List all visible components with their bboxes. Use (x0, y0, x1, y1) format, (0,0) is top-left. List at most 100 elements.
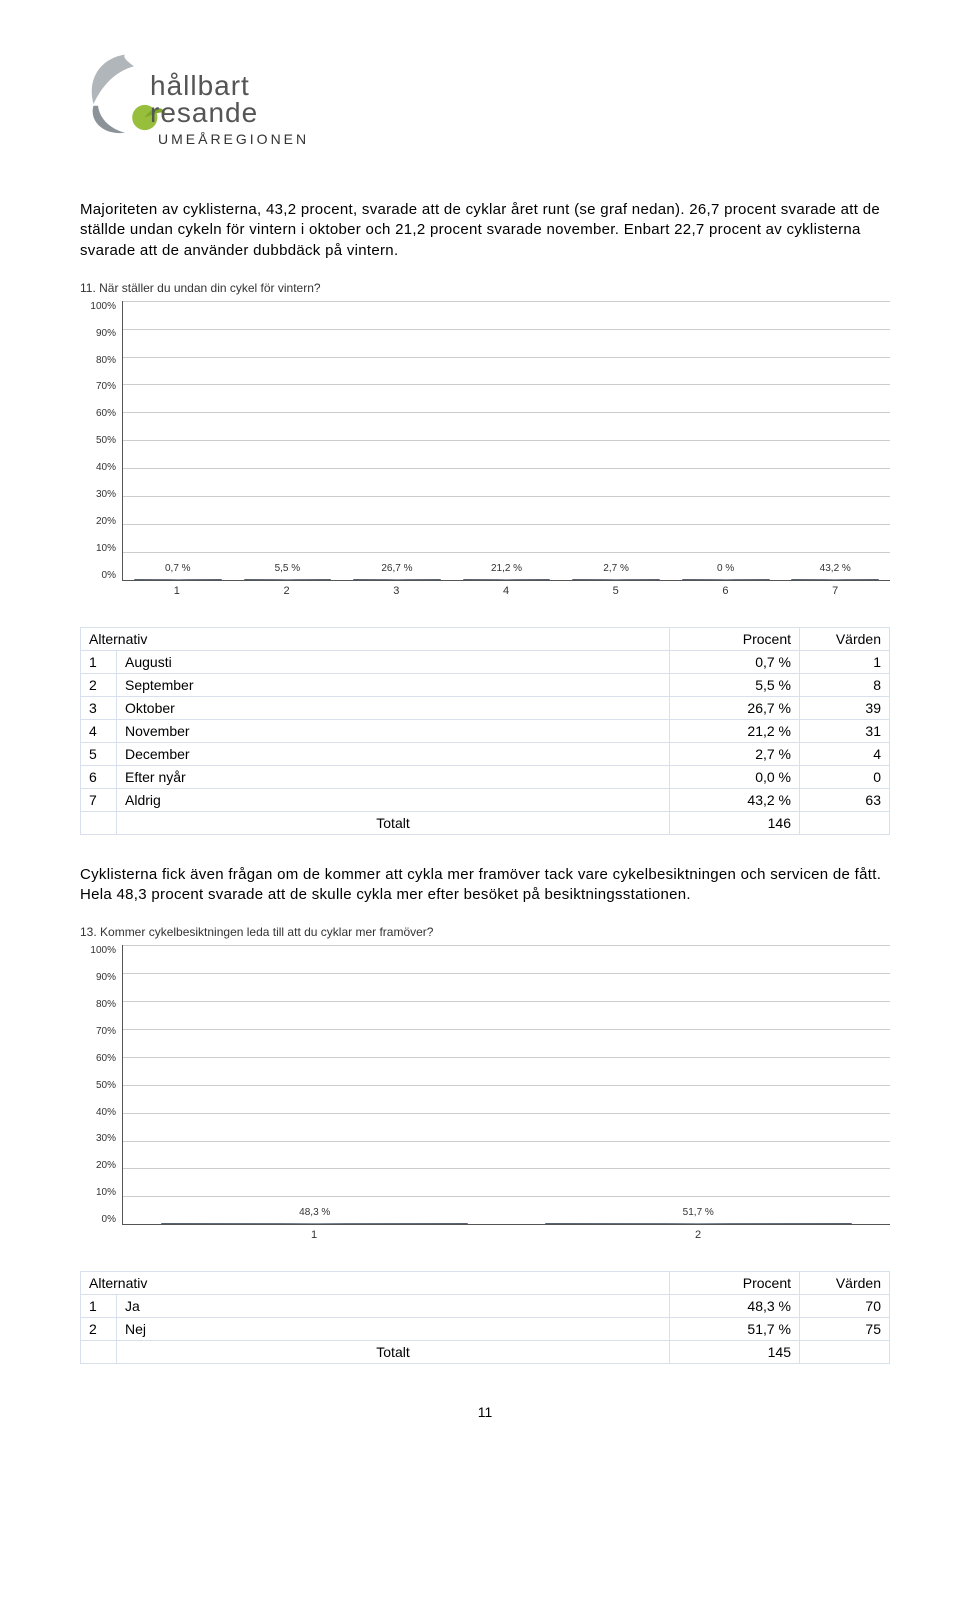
chart-2-ylabel: 30% (96, 1133, 116, 1144)
chart-1-ylabel: 100% (90, 301, 116, 312)
table-1-cell: 5,5 % (670, 673, 800, 696)
chart-1-bar-label: 0,7 % (165, 563, 191, 574)
table-1-cell: 1 (81, 650, 117, 673)
table-1-cell: 63 (800, 788, 890, 811)
logo-text: hållbart resande UMEÅREGIONEN (150, 70, 309, 147)
chart-2-gridline (123, 1113, 890, 1114)
table-1-cell: Augusti (117, 650, 670, 673)
chart-1-gridline (123, 329, 890, 330)
chart-1-ylabel: 70% (96, 381, 116, 392)
table-row: 7Aldrig43,2 %63 (81, 788, 890, 811)
table-1-header: Alternativ (81, 627, 670, 650)
chart-1-ylabel: 0% (102, 570, 116, 581)
table-2-cell: 75 (800, 1318, 890, 1341)
chart-1-ylabel: 80% (96, 355, 116, 366)
table-row: 6Efter nyår0,0 %0 (81, 765, 890, 788)
table-1-cell: November (117, 719, 670, 742)
table-1-cell: 0 (800, 765, 890, 788)
table-2-header: Alternativ (81, 1272, 670, 1295)
table-1-cell: December (117, 742, 670, 765)
table-1-total-row: Totalt146 (81, 811, 890, 834)
table-2-cell: Ja (117, 1295, 670, 1318)
chart-1-plot: 0,7 %5,5 %26,7 %21,2 %2,7 %0 %43,2 % (122, 301, 890, 581)
table-1-cell: September (117, 673, 670, 696)
table-2-total-label: Totalt (117, 1341, 670, 1364)
chart-2-title: 13. Kommer cykelbesiktningen leda till a… (80, 925, 890, 939)
chart-1-bar-wrap: 0,7 % (123, 579, 233, 580)
table-2-cell: Nej (117, 1318, 670, 1341)
table-row: 2September5,5 %8 (81, 673, 890, 696)
chart-1-gridline (123, 357, 890, 358)
chart-1-bar-label: 21,2 % (491, 563, 522, 574)
chart-1-ylabel: 90% (96, 328, 116, 339)
chart-2: 13. Kommer cykelbesiktningen leda till a… (80, 925, 890, 1241)
table-2-header: Värden (800, 1272, 890, 1295)
chart-1-ylabel: 30% (96, 489, 116, 500)
chart-1-bar-wrap: 21,2 % (452, 579, 562, 580)
table-2-cell (800, 1341, 890, 1364)
table-1: AlternativProcentVärden1Augusti0,7 %12Se… (80, 627, 890, 835)
table-1-cell: 4 (81, 719, 117, 742)
chart-1: 11. När ställer du undan din cykel för v… (80, 281, 890, 597)
chart-2-gridline (123, 1085, 890, 1086)
chart-1-gridline (123, 496, 890, 497)
chart-1-bar: 26,7 % (353, 579, 441, 580)
chart-1-gridline (123, 552, 890, 553)
table-1-cell: 39 (800, 696, 890, 719)
table-1-cell: 5 (81, 742, 117, 765)
table-row: 1Ja48,3 %70 (81, 1295, 890, 1318)
intro-paragraph-2: Cyklisterna fick även frågan om de komme… (80, 865, 890, 906)
table-1-cell: 21,2 % (670, 719, 800, 742)
table-row: 1Augusti0,7 %1 (81, 650, 890, 673)
chart-1-bar-label: 0 % (717, 563, 734, 574)
chart-1-ylabel: 40% (96, 462, 116, 473)
chart-1-ylabel: 50% (96, 435, 116, 446)
chart-1-bar-wrap: 0 % (671, 579, 781, 580)
chart-2-xlabel: 1 (122, 1229, 506, 1241)
chart-2-bar-label: 48,3 % (299, 1207, 330, 1218)
table-1-cell: 43,2 % (670, 788, 800, 811)
chart-1-gridline (123, 468, 890, 469)
chart-2-bar: 51,7 % (545, 1223, 852, 1224)
table-1-cell: Oktober (117, 696, 670, 719)
chart-1-xlabel: 6 (671, 585, 781, 597)
table-2-total-row: Totalt145 (81, 1341, 890, 1364)
table-row: 5December2,7 %4 (81, 742, 890, 765)
chart-1-xlabel: 4 (451, 585, 561, 597)
chart-2-bar: 48,3 % (161, 1223, 468, 1224)
table-1-cell (800, 811, 890, 834)
table-1-total-value: 146 (670, 811, 800, 834)
chart-2-bar-wrap: 51,7 % (507, 1223, 891, 1224)
table-1-cell: 0,0 % (670, 765, 800, 788)
table-1-header: Värden (800, 627, 890, 650)
chart-1-bar-label: 5,5 % (275, 563, 301, 574)
table-1-cell: 3 (81, 696, 117, 719)
chart-2-xaxis: 12 (122, 1225, 890, 1241)
chart-2-gridline (123, 1029, 890, 1030)
chart-1-bar-wrap: 2,7 % (561, 579, 671, 580)
logo: hållbart resande UMEÅREGIONEN (80, 50, 330, 180)
chart-2-gridline (123, 945, 890, 946)
chart-1-gridline (123, 384, 890, 385)
table-row: 4November21,2 %31 (81, 719, 890, 742)
chart-2-ylabel: 40% (96, 1107, 116, 1118)
chart-1-bar-wrap: 43,2 % (780, 579, 890, 580)
table-2-cell: 48,3 % (670, 1295, 800, 1318)
chart-1-gridline (123, 301, 890, 302)
chart-1-bar: 0 % (682, 579, 770, 580)
chart-1-bar-label: 2,7 % (603, 563, 629, 574)
table-1-cell: 4 (800, 742, 890, 765)
table-1-cell: Efter nyår (117, 765, 670, 788)
chart-1-xaxis: 1234567 (122, 581, 890, 597)
logo-region: UMEÅREGIONEN (158, 131, 309, 147)
table-2-total-value: 145 (670, 1341, 800, 1364)
chart-2-bar-wrap: 48,3 % (123, 1223, 507, 1224)
chart-1-xlabel: 2 (232, 585, 342, 597)
chart-1-bar: 43,2 % (791, 579, 879, 580)
table-1-cell: 7 (81, 788, 117, 811)
chart-2-xlabel: 2 (506, 1229, 890, 1241)
chart-2-ylabel: 50% (96, 1080, 116, 1091)
chart-2-ylabel: 90% (96, 972, 116, 983)
chart-1-xlabel: 3 (341, 585, 451, 597)
table-2-cell: 51,7 % (670, 1318, 800, 1341)
